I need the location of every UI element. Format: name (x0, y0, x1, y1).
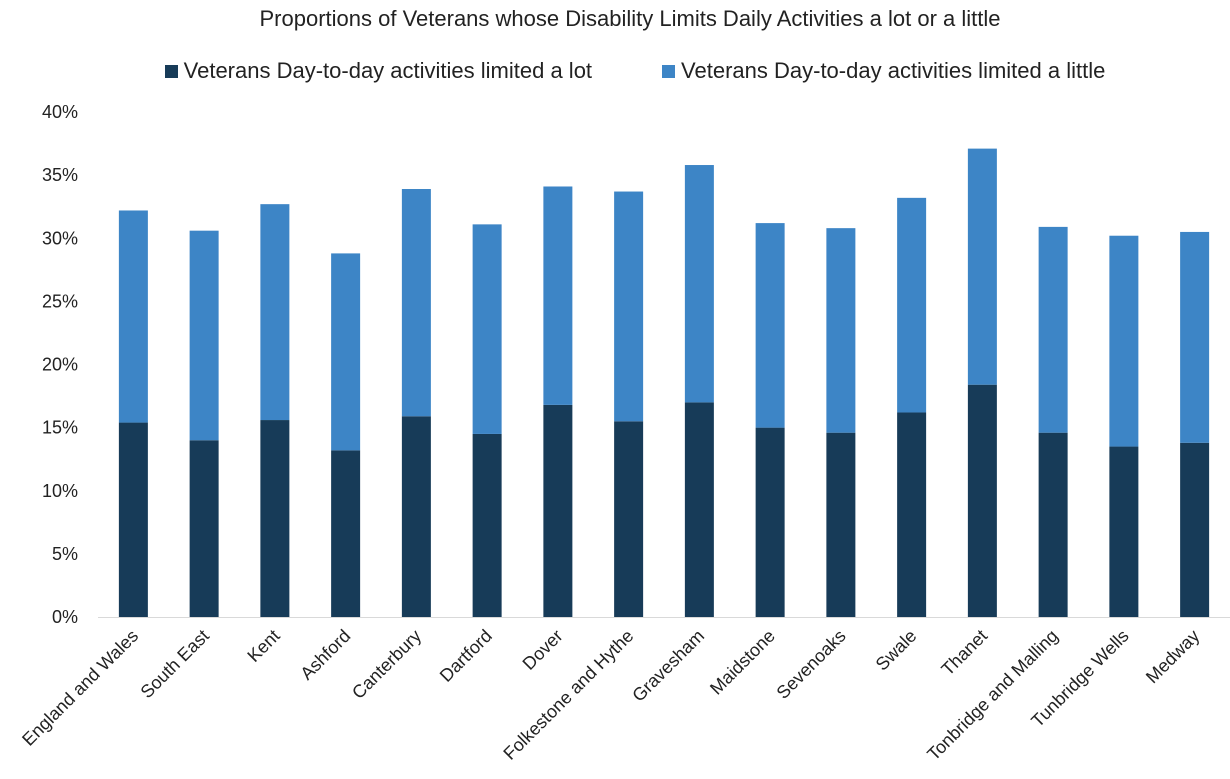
y-tick-label: 20% (42, 355, 78, 375)
bar-segment-limited-a-little (1038, 226, 1068, 433)
bar-segment-limited-a-little (1180, 231, 1210, 443)
bar-segment-limited-a-lot (684, 402, 714, 617)
x-tick-label: Ashford (296, 626, 354, 684)
bar-segment-limited-a-little (543, 186, 573, 405)
bar-segment-limited-a-lot (543, 404, 573, 617)
x-tick-label: Dover (519, 626, 567, 674)
chart-title: Proportions of Veterans whose Disability… (259, 6, 1001, 31)
x-tick-label: Dartford (436, 626, 496, 686)
y-tick-label: 25% (42, 291, 78, 311)
bar-segment-limited-a-lot (1180, 442, 1210, 617)
bar-segment-limited-a-little (967, 148, 997, 385)
y-tick-label: 0% (52, 607, 78, 627)
bar-segment-limited-a-lot (614, 421, 644, 617)
bar-segment-limited-a-lot (967, 384, 997, 617)
bar-segment-limited-a-little (331, 253, 361, 451)
x-tick-label: Folkestone and Hythe (499, 626, 637, 764)
legend-swatch-lot (164, 64, 178, 78)
legend-swatch-little (662, 64, 676, 78)
bar-segment-limited-a-lot (189, 440, 219, 617)
legend-label-little: Veterans Day-to-day activities limited a… (681, 58, 1106, 83)
bar-segment-limited-a-little (401, 189, 431, 417)
bar-segment-limited-a-lot (118, 422, 148, 617)
x-tick-label: Sevenoaks (773, 626, 850, 703)
x-tick-label: Medway (1142, 626, 1204, 688)
x-tick-label: Swale (872, 626, 921, 675)
bar-segment-limited-a-little (189, 230, 219, 441)
y-tick-label: 40% (42, 102, 78, 122)
bar-segment-limited-a-lot (401, 416, 431, 617)
bar-group (118, 148, 1210, 617)
x-tick-label: Canterbury (348, 626, 425, 703)
bar-segment-limited-a-little (614, 191, 644, 422)
bar-segment-limited-a-little (897, 197, 927, 413)
bar-segment-limited-a-lot (897, 412, 927, 617)
x-tick-label: Thanet (937, 626, 991, 680)
y-axis: 0% 5% 10% 15% 20% 25% 30% 35% 40% (42, 102, 78, 627)
legend-item-lot: Veterans Day-to-day activities limited a… (164, 58, 593, 84)
y-tick-label: 10% (42, 481, 78, 501)
y-tick-label: 30% (42, 228, 78, 248)
bar-segment-limited-a-little (118, 210, 148, 423)
x-tick-label: Tonbridge and Malling (923, 626, 1062, 765)
bar-segment-limited-a-lot (331, 450, 361, 617)
y-tick-label: 15% (42, 418, 78, 438)
x-tick-label: Kent (243, 626, 283, 666)
x-tick-label: South East (137, 626, 213, 702)
bar-segment-limited-a-lot (826, 432, 856, 617)
bar-segment-limited-a-little (260, 204, 290, 421)
y-tick-label: 35% (42, 165, 78, 185)
bar-segment-limited-a-lot (755, 427, 785, 617)
legend-label-lot: Veterans Day-to-day activities limited a… (183, 58, 593, 83)
bar-segment-limited-a-little (684, 165, 714, 403)
bar-segment-limited-a-lot (1038, 432, 1068, 617)
legend-item-little: Veterans Day-to-day activities limited a… (662, 58, 1105, 84)
bar-segment-limited-a-little (755, 223, 785, 428)
legend: Veterans Day-to-day activities limited a… (0, 58, 1230, 84)
bar-segment-limited-a-lot (1109, 446, 1139, 617)
bar-segment-limited-a-little (1109, 235, 1139, 447)
x-tick-label: Gravesham (628, 626, 708, 706)
bar-segment-limited-a-lot (260, 420, 290, 617)
x-tick-label: Maidstone (706, 626, 779, 699)
bar-segment-limited-a-little (826, 228, 856, 433)
x-tick-label: England and Wales (18, 626, 142, 750)
bar-segment-limited-a-little (472, 224, 502, 434)
y-tick-label: 5% (52, 544, 78, 564)
bar-segment-limited-a-lot (472, 433, 502, 617)
